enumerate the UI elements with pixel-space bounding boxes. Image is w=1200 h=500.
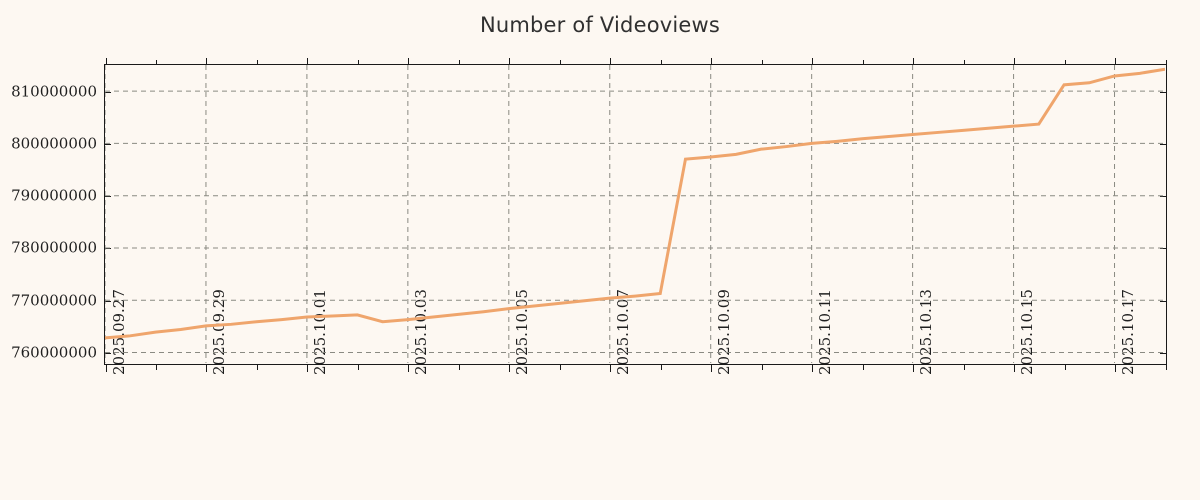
x-axis-minor-tick-mark — [155, 60, 157, 65]
x-axis-minor-tick-mark — [1014, 60, 1016, 65]
y-axis-tick-label: 790000000 — [11, 186, 97, 205]
x-axis-minor-tick-mark — [963, 365, 965, 370]
y-axis-tick-label: 760000000 — [11, 343, 97, 362]
plot-area — [104, 64, 1167, 365]
x-axis-minor-tick-mark — [307, 60, 309, 65]
x-axis-minor-tick-mark — [155, 365, 157, 370]
y-axis-tick-label: 800000000 — [11, 134, 97, 153]
x-axis-minor-tick-mark — [1014, 365, 1016, 370]
x-axis-minor-tick-mark — [307, 365, 309, 370]
y-axis-tick-mark — [1160, 196, 1167, 198]
series-line-videoviews — [105, 67, 1165, 340]
y-axis-tick-label: 770000000 — [11, 291, 97, 310]
x-axis-minor-tick-mark — [105, 60, 107, 65]
x-axis-minor-tick-mark — [206, 60, 208, 65]
x-axis-minor-tick-mark — [711, 60, 713, 65]
chart-title: Number of Videoviews — [479, 13, 721, 37]
chart-canvas — [105, 65, 1165, 363]
x-axis-minor-tick-mark — [812, 365, 814, 370]
x-axis-minor-tick-mark — [1115, 60, 1117, 65]
y-axis-tick-labels: 760000000 770000000 780000000 790000000 8000… — [0, 0, 97, 500]
x-axis-minor-tick-mark — [559, 60, 561, 65]
x-axis-minor-tick-mark — [913, 60, 915, 65]
x-axis-minor-tick-mark — [963, 60, 965, 65]
x-axis-minor-tick-mark — [862, 60, 864, 65]
x-axis-minor-tick-mark — [206, 365, 208, 370]
series-lines — [105, 67, 1165, 340]
y-axis-tick-mark — [1160, 248, 1167, 250]
x-axis-minor-tick-mark — [1064, 60, 1066, 65]
x-axis-minor-tick-mark — [509, 60, 511, 65]
x-axis-minor-tick-mark — [256, 60, 258, 65]
y-axis-tick-mark — [104, 300, 111, 302]
y-axis-tick-mark — [104, 353, 111, 355]
x-axis-minor-tick-mark — [711, 365, 713, 370]
x-axis-minor-tick-mark — [458, 60, 460, 65]
x-axis-minor-tick-mark — [559, 365, 561, 370]
y-axis-tick-mark — [104, 196, 111, 198]
x-axis-minor-tick-mark — [660, 60, 662, 65]
x-axis-minor-tick-mark — [256, 365, 258, 370]
y-axis-tick-mark — [1160, 91, 1167, 93]
y-axis-tick-mark — [1160, 300, 1167, 302]
y-axis-tick-mark — [1160, 143, 1167, 145]
x-axis-minor-tick-mark — [610, 60, 612, 65]
x-axis-minor-tick-mark — [408, 60, 410, 65]
y-axis-tick-mark — [1160, 353, 1167, 355]
x-axis-minor-tick-mark — [105, 365, 107, 370]
x-axis-minor-tick-mark — [812, 60, 814, 65]
y-axis-tick-mark — [104, 91, 111, 93]
x-axis-minor-tick-mark — [509, 365, 511, 370]
x-axis-minor-tick-mark — [357, 365, 359, 370]
y-axis-tick-mark — [104, 248, 111, 250]
x-axis-minor-tick-mark — [761, 60, 763, 65]
x-axis-minor-tick-mark — [408, 365, 410, 370]
x-axis-minor-tick-mark — [1115, 365, 1117, 370]
y-axis-tick-label: 810000000 — [11, 82, 97, 101]
x-axis-minor-tick-mark — [862, 365, 864, 370]
x-axis-minor-tick-mark — [913, 365, 915, 370]
x-axis-minor-tick-mark — [1165, 60, 1167, 65]
y-axis-tick-mark — [104, 143, 111, 145]
x-axis-minor-tick-mark — [660, 365, 662, 370]
x-axis-minor-tick-mark — [458, 365, 460, 370]
x-axis-minor-tick-mark — [357, 60, 359, 65]
x-axis-minor-tick-mark — [1064, 365, 1066, 370]
y-axis-tick-label: 780000000 — [11, 238, 97, 257]
x-axis-minor-tick-mark — [761, 365, 763, 370]
x-axis-minor-tick-mark — [1165, 365, 1167, 370]
x-axis-minor-tick-mark — [610, 365, 612, 370]
grid-lines — [105, 65, 1165, 363]
